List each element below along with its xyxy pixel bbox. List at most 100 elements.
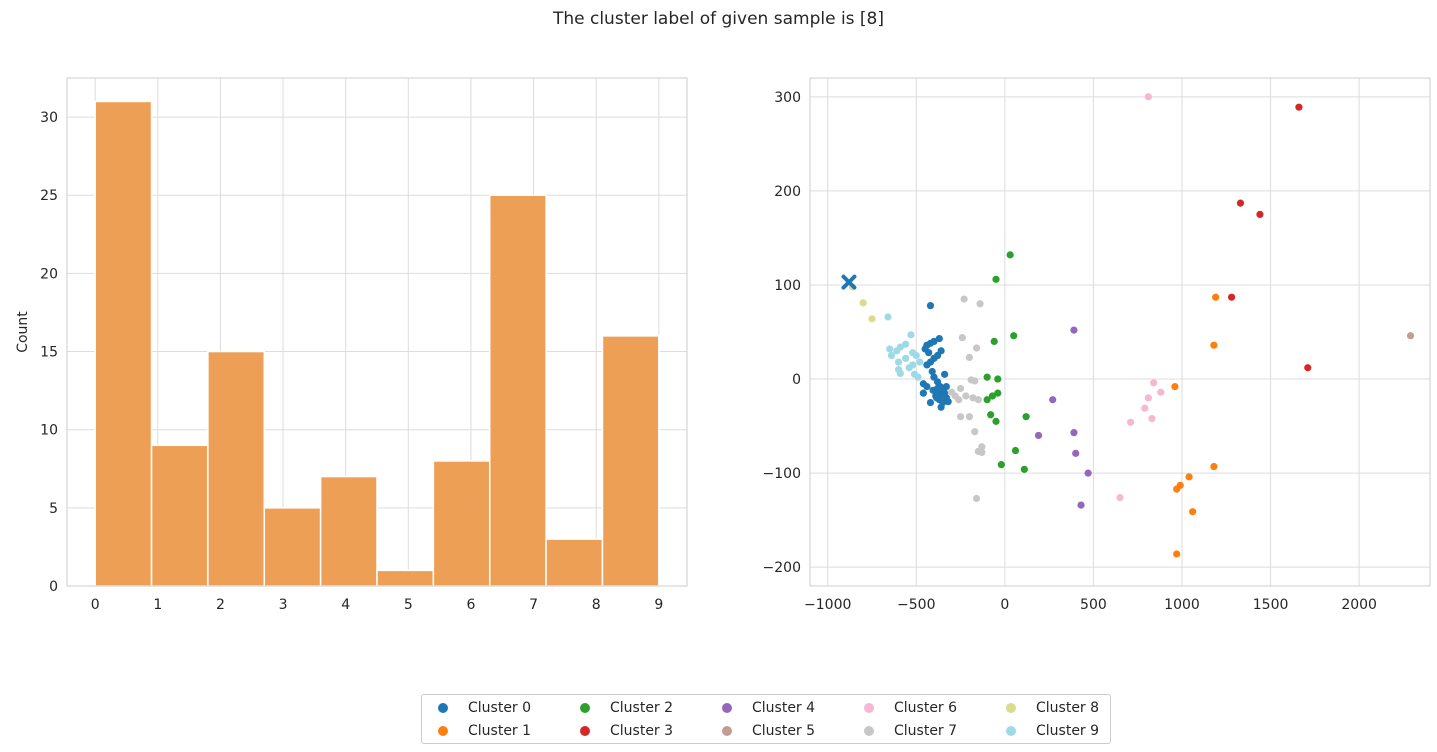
scatter-point	[1010, 332, 1018, 340]
x-tick-label: 0	[1000, 597, 1009, 613]
scatter-point	[926, 398, 935, 407]
legend-label: Cluster 8	[1036, 700, 1100, 716]
histogram-bar	[207, 350, 266, 587]
scatter-point	[1212, 293, 1220, 301]
scatter-point	[1077, 501, 1085, 509]
scatter-point	[955, 396, 963, 404]
legend-label: Cluster 1	[468, 723, 532, 739]
scatter-chart: −1000 −500 0 500 1000 1500 2000−200−1000100200…	[763, 77, 1431, 613]
scatter-point	[1173, 550, 1181, 558]
legend-swatch	[864, 703, 874, 713]
x-tick-label: 7	[529, 597, 538, 613]
histogram-bar	[488, 194, 547, 587]
scatter-point	[894, 358, 903, 366]
scatter-point	[965, 413, 974, 421]
y-tick-label: 100	[774, 278, 801, 294]
scatter-point	[1185, 473, 1193, 481]
scatter-point	[1006, 251, 1014, 259]
scatter-point	[992, 275, 1000, 283]
scatter-point	[935, 334, 943, 343]
x-tick-label: 1000	[1164, 597, 1200, 613]
legend-swatch	[722, 703, 732, 713]
scatter-point	[886, 345, 894, 353]
scatter-point	[930, 337, 938, 346]
scatter-point	[983, 373, 991, 381]
scatter-point	[994, 389, 1002, 397]
legend-item: Cluster 5	[722, 723, 815, 739]
scatter-point	[928, 367, 936, 376]
scatter-point	[994, 375, 1002, 383]
scatter-point	[893, 347, 901, 355]
y-tick-label: 25	[40, 188, 58, 204]
scatter-point	[965, 353, 974, 361]
histogram-chart: 0 1 2 3 4 5 6 7 8 9 0 5 10 15 20 25 30 Count	[15, 77, 688, 613]
legend-label: Cluster 5	[752, 723, 816, 739]
y-tick-label: 5	[49, 501, 58, 517]
scatter-point	[902, 340, 910, 348]
legend-item: Cluster 6	[864, 700, 957, 716]
x-tick-label: −1000	[804, 597, 851, 613]
scatter-point	[978, 448, 986, 457]
scatter-point	[929, 386, 937, 394]
legend-label: Cluster 9	[1036, 723, 1100, 739]
scatter-point	[941, 370, 949, 378]
scatter-point	[1049, 396, 1057, 404]
legend-label: Cluster 0	[468, 700, 532, 716]
scatter-point	[914, 373, 922, 381]
scatter-point	[956, 384, 965, 393]
scatter-point	[972, 494, 981, 503]
scatter-point	[1150, 379, 1158, 387]
legend-swatch	[1006, 726, 1016, 736]
y-tick-label: 15	[40, 345, 58, 361]
legend-label: Cluster 3	[610, 723, 674, 739]
given-sample-marker	[841, 274, 857, 290]
y-tick-label: 0	[49, 579, 58, 595]
scatter-point	[942, 382, 951, 391]
scatter-point	[1141, 404, 1149, 412]
x-tick-label: 500	[1080, 597, 1107, 613]
scatter-point	[916, 358, 924, 366]
y-tick-label: 10	[40, 423, 58, 439]
scatter-point	[1022, 413, 1030, 421]
legend-item: Cluster 8	[1006, 700, 1099, 716]
legend-swatch	[438, 703, 448, 713]
scatter-point	[960, 295, 968, 303]
scatter-point	[990, 337, 998, 346]
legend-item: Cluster 1	[438, 723, 531, 739]
legend-item: Cluster 4	[722, 700, 815, 716]
x-tick-label: 6	[466, 597, 475, 613]
scatter-point	[983, 396, 991, 404]
y-tick-label: 0	[792, 372, 801, 388]
histogram-bar	[601, 335, 660, 587]
y-tick-label: 300	[774, 90, 801, 106]
legend-item: Cluster 0	[438, 700, 531, 716]
scatter-point	[1148, 414, 1156, 423]
scatter-point	[923, 382, 931, 391]
scatter-point	[1072, 449, 1080, 457]
scatter-point	[1144, 394, 1152, 402]
scatter-point	[907, 331, 915, 339]
scatter-point	[1304, 364, 1312, 372]
x-tick-label: −500	[897, 597, 935, 613]
scatter-point	[1144, 93, 1152, 101]
scatter-point	[971, 377, 979, 385]
scatter-point	[884, 313, 892, 321]
scatter-point	[937, 403, 945, 411]
legend-item: Cluster 2	[580, 700, 673, 716]
scatter-point	[1189, 508, 1197, 516]
scatter-point	[971, 428, 979, 436]
legend-label: Cluster 7	[894, 723, 958, 739]
scatter-point	[1210, 462, 1218, 471]
scatter-point	[992, 417, 1000, 425]
histogram-bar	[150, 444, 209, 587]
scatter-point	[1228, 293, 1236, 301]
legend-swatch	[722, 726, 732, 736]
histogram-bar	[94, 100, 153, 587]
scatter-point	[896, 369, 904, 377]
scatter-point	[933, 378, 942, 386]
plot-frame	[66, 77, 688, 587]
scatter-point	[1127, 418, 1135, 426]
legend-item: Cluster 7	[864, 723, 957, 739]
y-tick-label: −100	[763, 466, 801, 482]
scatter-point	[926, 358, 935, 366]
